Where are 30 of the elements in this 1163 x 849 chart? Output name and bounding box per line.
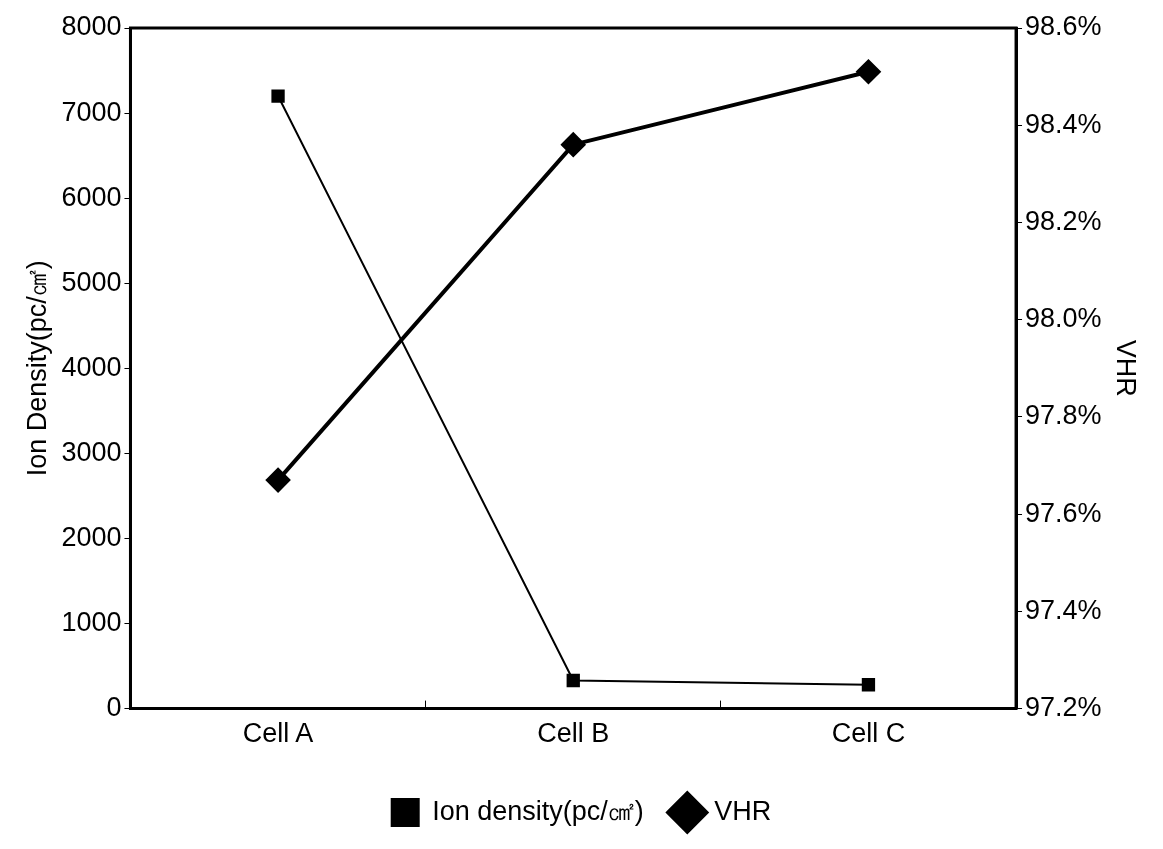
y2-tick-label: 98.2% (1025, 205, 1102, 236)
y-tick-label: 8000 (61, 11, 122, 42)
point (856, 59, 881, 84)
y2-tick-label: 97.8% (1025, 400, 1102, 431)
point (561, 132, 586, 157)
y-tick-label: 4000 (61, 351, 122, 382)
legend-label: VHR (714, 795, 772, 826)
y2-tick-label: 98.6% (1025, 11, 1102, 42)
y-axis-title: Ion Density(pc/㎠) (21, 260, 52, 477)
y2-tick-label: 98.0% (1025, 303, 1102, 334)
x-tick-label: Cell A (242, 718, 314, 749)
legend-label: Ion density(pc/㎠) (432, 795, 644, 826)
y-tick-label: 6000 (61, 181, 122, 212)
y-tick-label: 7000 (61, 96, 122, 127)
y-tick-label: 1000 (61, 606, 122, 637)
point (271, 89, 285, 103)
y-tick-label: 0 (106, 692, 122, 723)
y2-tick-label: 97.4% (1025, 594, 1102, 625)
x-tick-label: Cell C (831, 718, 906, 749)
y-tick-label: 2000 (61, 521, 122, 552)
y2-tick-label: 97.2% (1025, 692, 1102, 723)
point (566, 673, 580, 688)
y2-axis-title: VHR (1111, 339, 1142, 397)
y2-tick-label: 97.6% (1025, 497, 1102, 528)
y-tick-label: 3000 (61, 436, 122, 467)
y2-tick-label: 98.4% (1025, 108, 1102, 139)
x-tick-label: Cell B (537, 718, 610, 749)
point (861, 678, 876, 692)
y-tick-label: 5000 (61, 266, 122, 297)
point (266, 468, 291, 493)
